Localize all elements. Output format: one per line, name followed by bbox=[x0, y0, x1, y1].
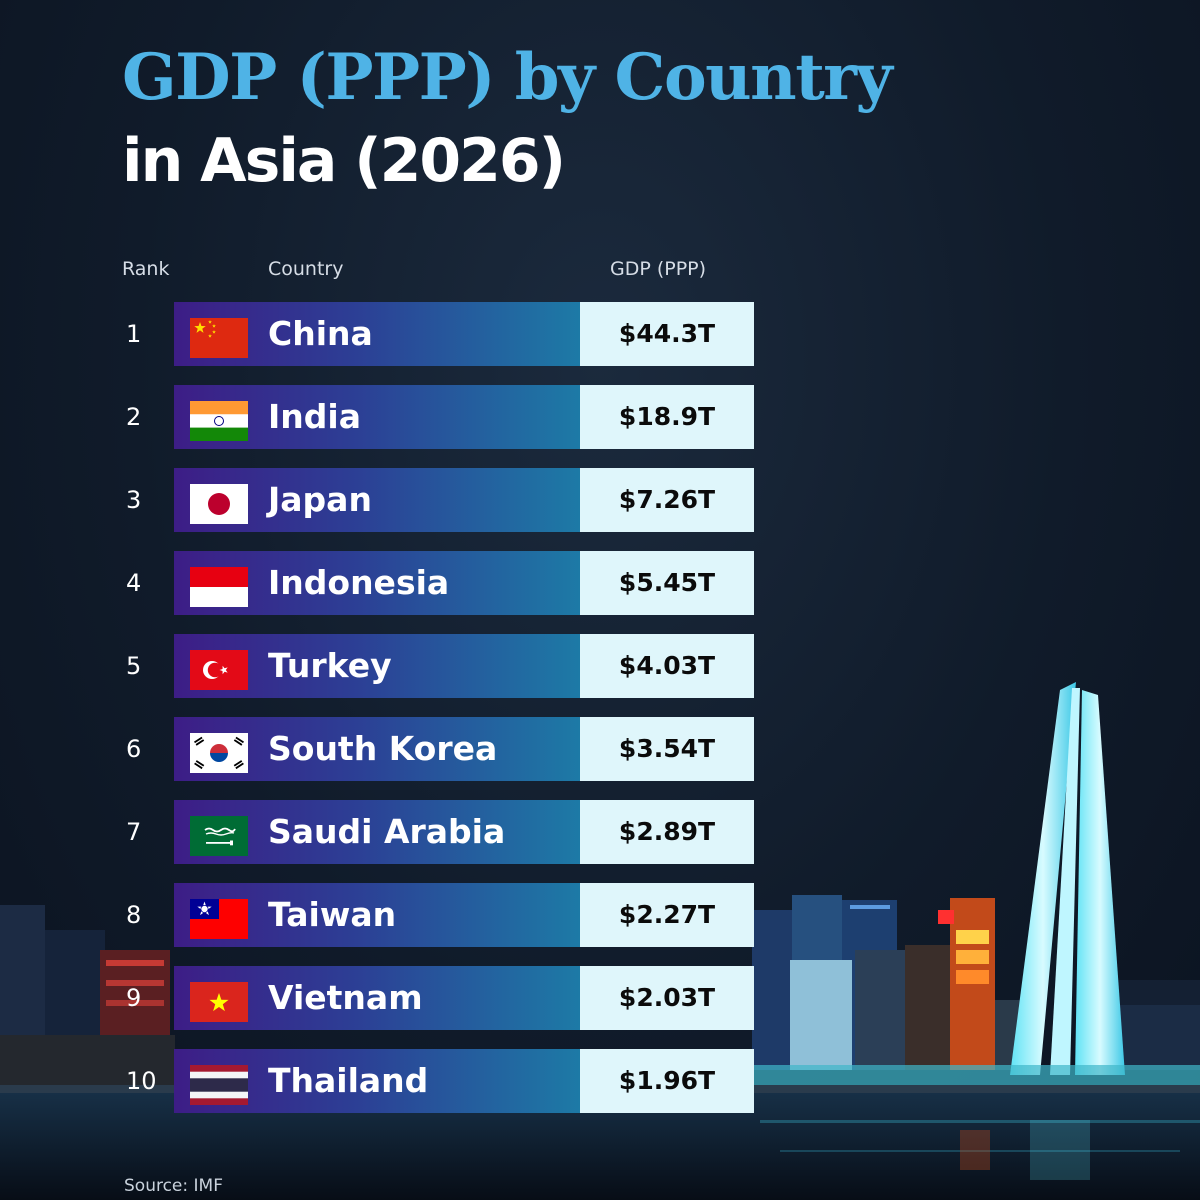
rank-column-header: Rank bbox=[122, 258, 170, 280]
vietnam-flag-icon bbox=[190, 982, 248, 1022]
saudi-arabia-flag-icon bbox=[190, 816, 248, 856]
turkey-flag-icon bbox=[190, 650, 248, 690]
table-row: 7 Saudi Arabia $2.89T bbox=[0, 800, 760, 864]
chart-subtitle: in Asia (2026) bbox=[122, 126, 566, 196]
table-row: 8 Taiwan $2.27T bbox=[0, 883, 760, 947]
table-row: 2 India $18.9T bbox=[0, 385, 760, 449]
country-name: Vietnam bbox=[268, 978, 423, 1017]
country-name: India bbox=[268, 397, 361, 436]
country-column-header: Country bbox=[268, 258, 344, 280]
china-flag-icon bbox=[190, 318, 248, 358]
table-row: 1 China $44.3T bbox=[0, 302, 760, 366]
india-flag-icon bbox=[190, 401, 248, 441]
table-row: 4 Indonesia $5.45T bbox=[0, 551, 760, 615]
table-row: 5 Turkey $4.03T bbox=[0, 634, 760, 698]
country-name: Saudi Arabia bbox=[268, 812, 506, 851]
country-name: Thailand bbox=[268, 1061, 429, 1100]
thailand-flag-icon bbox=[190, 1065, 248, 1105]
country-name: China bbox=[268, 314, 373, 353]
table-row: 3 Japan $7.26T bbox=[0, 468, 760, 532]
gdp-value: $7.26T bbox=[580, 468, 754, 532]
taiwan-flag-icon bbox=[190, 899, 248, 939]
rank-number: 2 bbox=[126, 403, 142, 431]
gdp-value: $44.3T bbox=[580, 302, 754, 366]
rank-number: 10 bbox=[126, 1067, 157, 1095]
japan-flag-icon bbox=[190, 484, 248, 524]
country-name: South Korea bbox=[268, 729, 498, 768]
rank-number: 6 bbox=[126, 735, 142, 763]
gdp-column-header: GDP (PPP) bbox=[610, 258, 707, 280]
rank-number: 4 bbox=[126, 569, 142, 597]
table-row: 6 South Korea $3.54T bbox=[0, 717, 760, 781]
table-row: 10 Thailand $1.96T bbox=[0, 1049, 760, 1113]
gdp-value: $2.89T bbox=[580, 800, 754, 864]
country-name: Taiwan bbox=[268, 895, 397, 934]
gdp-value: $4.03T bbox=[580, 634, 754, 698]
rank-number: 9 bbox=[126, 984, 142, 1012]
gdp-value: $5.45T bbox=[580, 551, 754, 615]
rank-number: 5 bbox=[126, 652, 142, 680]
country-name: Japan bbox=[268, 480, 372, 519]
gdp-value: $1.96T bbox=[580, 1049, 754, 1113]
chart-title: GDP (PPP) by Country bbox=[122, 40, 893, 115]
country-name: Indonesia bbox=[268, 563, 450, 602]
rank-number: 1 bbox=[126, 320, 142, 348]
rank-number: 7 bbox=[126, 818, 142, 846]
gdp-value: $2.03T bbox=[580, 966, 754, 1030]
table-row: 9 Vietnam $2.03T bbox=[0, 966, 760, 1030]
gdp-value: $18.9T bbox=[580, 385, 754, 449]
country-name: Turkey bbox=[268, 646, 392, 685]
source-note: Source: IMF bbox=[124, 1176, 223, 1196]
indonesia-flag-icon bbox=[190, 567, 248, 607]
rank-number: 3 bbox=[126, 486, 142, 514]
rank-number: 8 bbox=[126, 901, 142, 929]
gdp-value: $2.27T bbox=[580, 883, 754, 947]
south-korea-flag-icon bbox=[190, 733, 248, 773]
gdp-value: $3.54T bbox=[580, 717, 754, 781]
